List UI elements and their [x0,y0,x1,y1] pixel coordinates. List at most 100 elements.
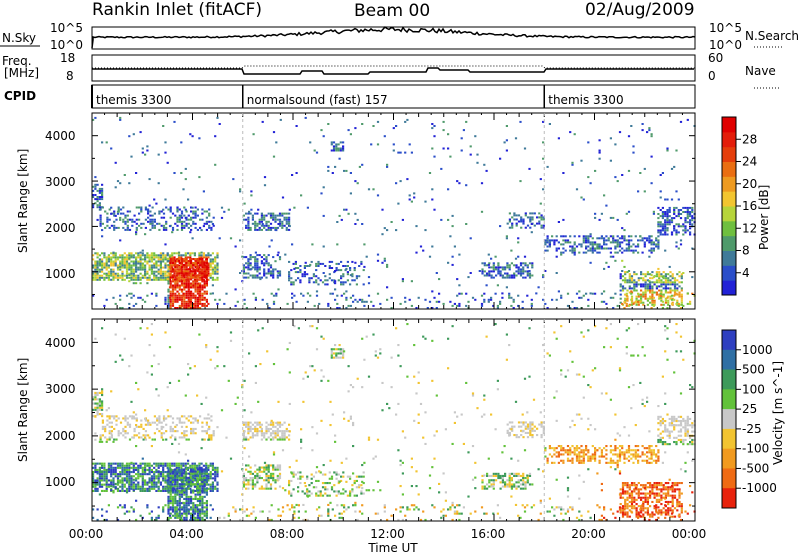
echo-cell [290,277,293,280]
echo-cell [422,249,425,252]
echo-cell [207,475,210,478]
echo-cell [130,266,133,269]
echo-cell [306,477,309,480]
echo-cell [101,421,104,424]
echo-cell [203,474,206,477]
echo-cell [640,277,643,280]
echo-cell [130,471,133,474]
echo-cell [258,276,261,279]
echo-cell [673,294,676,297]
echo-cell [675,231,678,234]
echo-cell [157,477,160,480]
echo-cell [278,222,282,225]
echo-cell [196,280,199,283]
echo-cell [342,471,345,474]
echo-cell [528,167,531,170]
echo-cell [205,432,208,435]
echo-cell [132,466,135,469]
echo-cell [249,472,252,475]
echo-cell [451,225,454,228]
echo-cell [180,476,184,479]
echo-cell [510,472,513,475]
echo-cell [330,488,334,491]
echo-cell [92,254,95,257]
echo-cell [517,425,521,428]
echo-cell [92,483,95,486]
echo-cell [263,214,266,217]
echo-cell [589,182,592,185]
echo-cell [322,272,325,274]
echo-cell [107,274,110,277]
echo-cell [190,210,193,213]
echo-cell [263,270,266,273]
echo-cell [137,475,140,478]
echo-cell [562,239,565,242]
echo-cell [167,260,170,262]
echo-cell [303,275,306,278]
echo-cell [203,286,206,289]
echo-cell [119,462,122,465]
echo-cell [193,489,196,492]
echo-cell [205,258,208,260]
echo-cell [344,265,347,267]
echo-cell [306,492,309,495]
cpid-segment-label: themis 3300 [96,93,171,107]
echo-cell [276,466,279,469]
echo-cell [112,276,115,279]
echo-cell [96,408,99,411]
echo-cell [564,239,567,242]
echo-cell [103,483,106,486]
echo-cell [686,213,689,215]
echo-cell [92,204,95,207]
echo-cell [676,279,679,282]
echo-cell [649,297,652,300]
echo-cell [508,264,511,267]
echo-cell [198,464,201,467]
echo-cell [146,272,149,275]
echo-cell [504,472,507,475]
echo-cell [144,270,147,273]
echo-cell [490,474,493,477]
echo-cell [386,163,389,166]
echo-cell [162,274,165,277]
echo-cell [524,264,527,267]
echo-cell [211,270,214,273]
echo-cell [180,298,184,301]
echo-cell [301,490,304,493]
echo-cell [303,492,306,495]
echo-cell [327,165,330,168]
echo-cell [132,256,135,259]
echo-cell [526,272,529,275]
echo-cell [571,161,574,164]
echo-cell [497,266,500,269]
echo-cell [190,216,193,219]
echo-cell [115,423,118,426]
echo-cell [332,348,336,351]
echo-cell [116,487,120,490]
echo-cell [322,214,325,217]
echo-cell [196,516,199,519]
echo-cell [664,223,667,226]
echo-cell [686,229,689,232]
echo-cell [203,478,206,481]
echo-cell [144,268,147,271]
echo-cell [192,292,195,295]
echo-cell [646,239,649,242]
echo-cell [126,417,129,420]
echo-cell [153,264,156,267]
echo-cell [634,249,637,252]
echo-cell [333,484,336,487]
echo-cell [330,267,334,269]
echo-cell [171,487,175,490]
echo-cell [164,481,167,484]
echo-cell [209,262,212,265]
echo-cell [519,483,523,486]
echo-cell [185,296,188,299]
nsearch-min-label: 10^0 [709,38,742,52]
echo-cell [151,214,154,217]
echo-cell [146,483,149,486]
echo-cell [220,216,224,219]
echo-cell [209,475,212,478]
echo-cell [123,466,126,469]
echo-cell [94,462,97,465]
